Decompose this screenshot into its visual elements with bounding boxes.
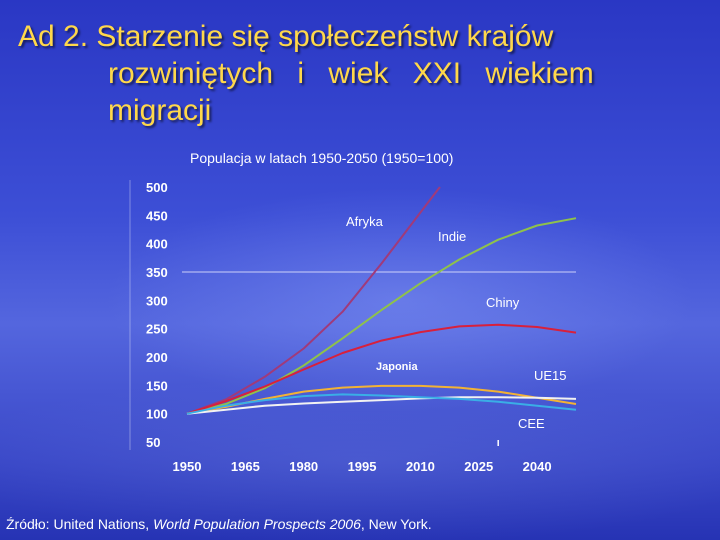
y-tick-label: 450 <box>146 208 168 223</box>
y-tick-label: 400 <box>146 237 168 252</box>
series-line-afryka <box>186 186 441 415</box>
x-tick-label: 2040 <box>523 459 552 474</box>
y-tick-label: 200 <box>146 350 168 365</box>
title-line-2: rozwiniętych i wiek XXI wiekiem <box>108 57 594 90</box>
chart-title: Populacja w latach 1950-2050 (1950=100) <box>190 150 454 166</box>
series-label-cee: CEE <box>518 416 545 431</box>
y-tick-label: 500 <box>146 180 168 195</box>
series-line-indie <box>186 217 577 415</box>
series-line-ue15 <box>186 396 577 415</box>
x-tick-label: 1980 <box>289 459 318 474</box>
y-tick-label: 100 <box>146 407 168 422</box>
source-italic: World Population Prospects 2006 <box>153 516 361 532</box>
y-tick-label: 50 <box>146 435 160 450</box>
source-prefix: Źródło: United Nations, <box>6 516 154 532</box>
y-tick-label: 300 <box>146 293 168 308</box>
title-line-1: Ad 2. Starzenie się społeczeństw krajów <box>18 20 554 53</box>
y-tick-label: 250 <box>146 322 168 337</box>
x-tick-label: 2010 <box>406 459 435 474</box>
slide-title: Ad 2. Starzenie się społeczeństw krajów … <box>18 18 708 129</box>
series-line-cee <box>186 393 577 415</box>
y-tick-label: 150 <box>146 378 168 393</box>
series-line-chiny <box>186 323 577 415</box>
series-label-chiny: Chiny <box>486 295 520 310</box>
x-tick-label: 1950 <box>173 459 202 474</box>
series-label-indie: Indie <box>438 229 466 244</box>
series-label-ue15: UE15 <box>534 368 567 383</box>
series-label-afryka: Afryka <box>346 214 384 229</box>
x-tick-label: 2025 <box>464 459 493 474</box>
x-tick-label: 1965 <box>231 459 260 474</box>
series-label-japonia: Japonia <box>376 361 418 373</box>
y-tick-label: 350 <box>146 265 168 280</box>
x-tick-label: 1995 <box>348 459 377 474</box>
title-line-3: migracji <box>108 94 212 127</box>
source-suffix: , New York. <box>360 516 432 532</box>
source-note: Źródło: United Nations, World Population… <box>6 516 432 532</box>
